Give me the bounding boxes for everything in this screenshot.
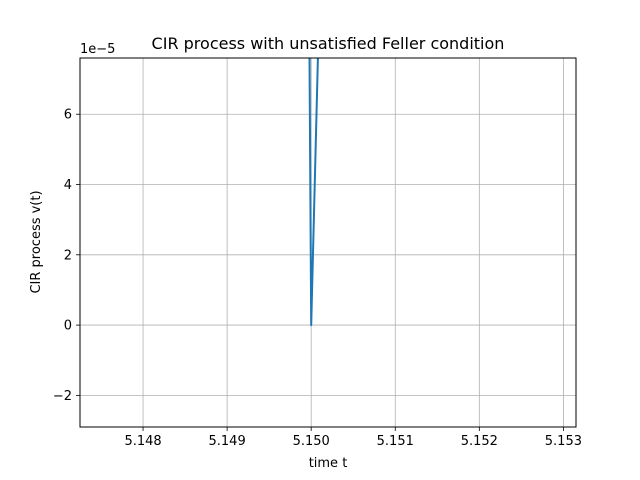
x-tick-label: 5.148 [124, 434, 161, 449]
y-tick-label: −2 [53, 389, 72, 404]
y-tick-label: 4 [64, 178, 72, 193]
x-axis-label: time t [309, 456, 348, 471]
x-tick-label: 5.151 [377, 434, 414, 449]
y-axis-label: CIR process v(t) [29, 190, 44, 293]
y-tick-label: 0 [64, 319, 72, 334]
x-tick-label: 5.153 [545, 434, 582, 449]
x-tick-label: 5.149 [209, 434, 246, 449]
x-tick-label: 5.152 [461, 434, 498, 449]
y-tick-label: 2 [64, 248, 72, 263]
plot-frame [79, 57, 577, 428]
y-axis: −2 0 2 4 6 [53, 108, 80, 404]
series-line [308, 58, 319, 327]
grid-lines [80, 58, 576, 427]
y-tick-label: 6 [64, 108, 72, 123]
chart-title: CIR process with unsatisfied Feller cond… [152, 34, 505, 53]
x-tick-label: 5.150 [293, 434, 330, 449]
x-axis: 5.148 5.149 5.150 5.151 5.152 5.153 [124, 427, 582, 449]
series-layer [308, 58, 319, 327]
y-offset-label: 1e−5 [80, 42, 115, 57]
